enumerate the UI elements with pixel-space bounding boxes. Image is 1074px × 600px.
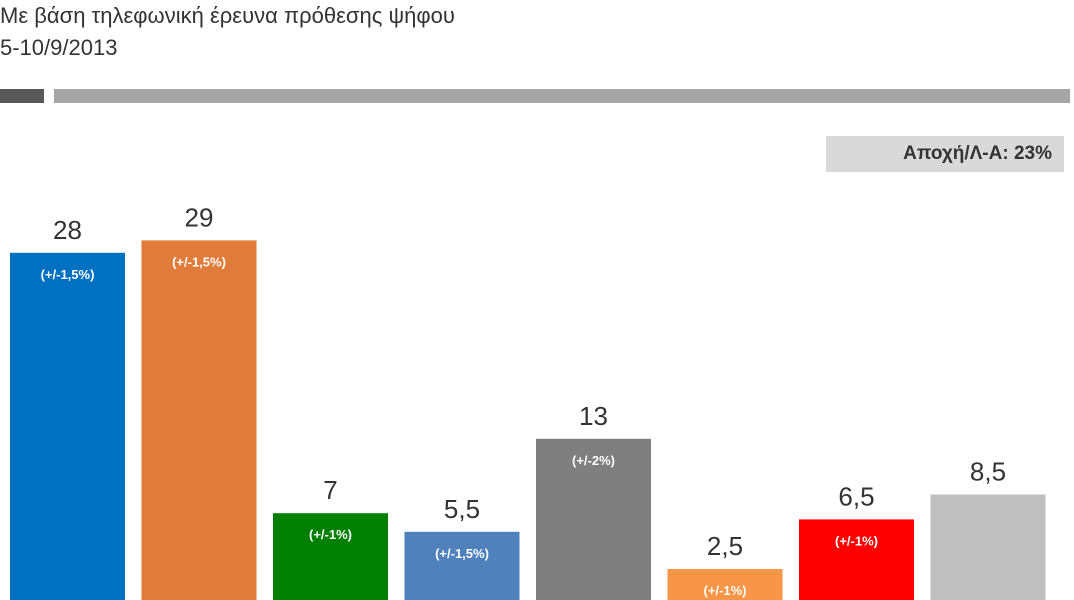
bar-1 — [10, 252, 125, 600]
bar-margin-label: (+/-1%) — [704, 583, 747, 598]
bar-margin-label: (+/-1,5%) — [435, 546, 489, 561]
bar-value-label: 13 — [579, 401, 608, 431]
bar-7 — [799, 519, 914, 600]
bar-value-label: 8,5 — [970, 457, 1006, 487]
bar-5 — [536, 438, 651, 600]
chart-subtitle: Με βάση τηλεφωνική έρευνα πρόθεσης ψήφου — [0, 3, 455, 28]
bar-value-label: 28 — [53, 215, 82, 245]
bar-value-label: 6,5 — [838, 481, 874, 511]
bar-margin-label: (+/-1%) — [835, 533, 878, 548]
bar-3 — [273, 513, 388, 600]
bar-6 — [667, 569, 783, 600]
bar-2 — [141, 240, 257, 600]
bar-value-label: 29 — [185, 202, 214, 232]
header-divider-light — [54, 89, 1070, 103]
bar-margin-label: (+/-1,5%) — [41, 267, 95, 282]
header-divider-dark — [0, 89, 44, 103]
bar-8 — [930, 494, 1046, 600]
bar-margin-label: (+/-1,5%) — [172, 254, 226, 269]
bar-4 — [404, 531, 520, 600]
bar-value-label: 5,5 — [444, 494, 480, 524]
survey-date: 5-10/9/2013 — [0, 35, 118, 60]
bar-value-label: 2,5 — [707, 531, 743, 561]
abstention-badge: Αποχή/Λ-Α: 23% — [826, 136, 1064, 172]
bar-margin-label: (+/-1%) — [309, 527, 352, 542]
bar-value-label: 7 — [323, 475, 337, 505]
bar-margin-label: (+/-2%) — [572, 453, 615, 468]
